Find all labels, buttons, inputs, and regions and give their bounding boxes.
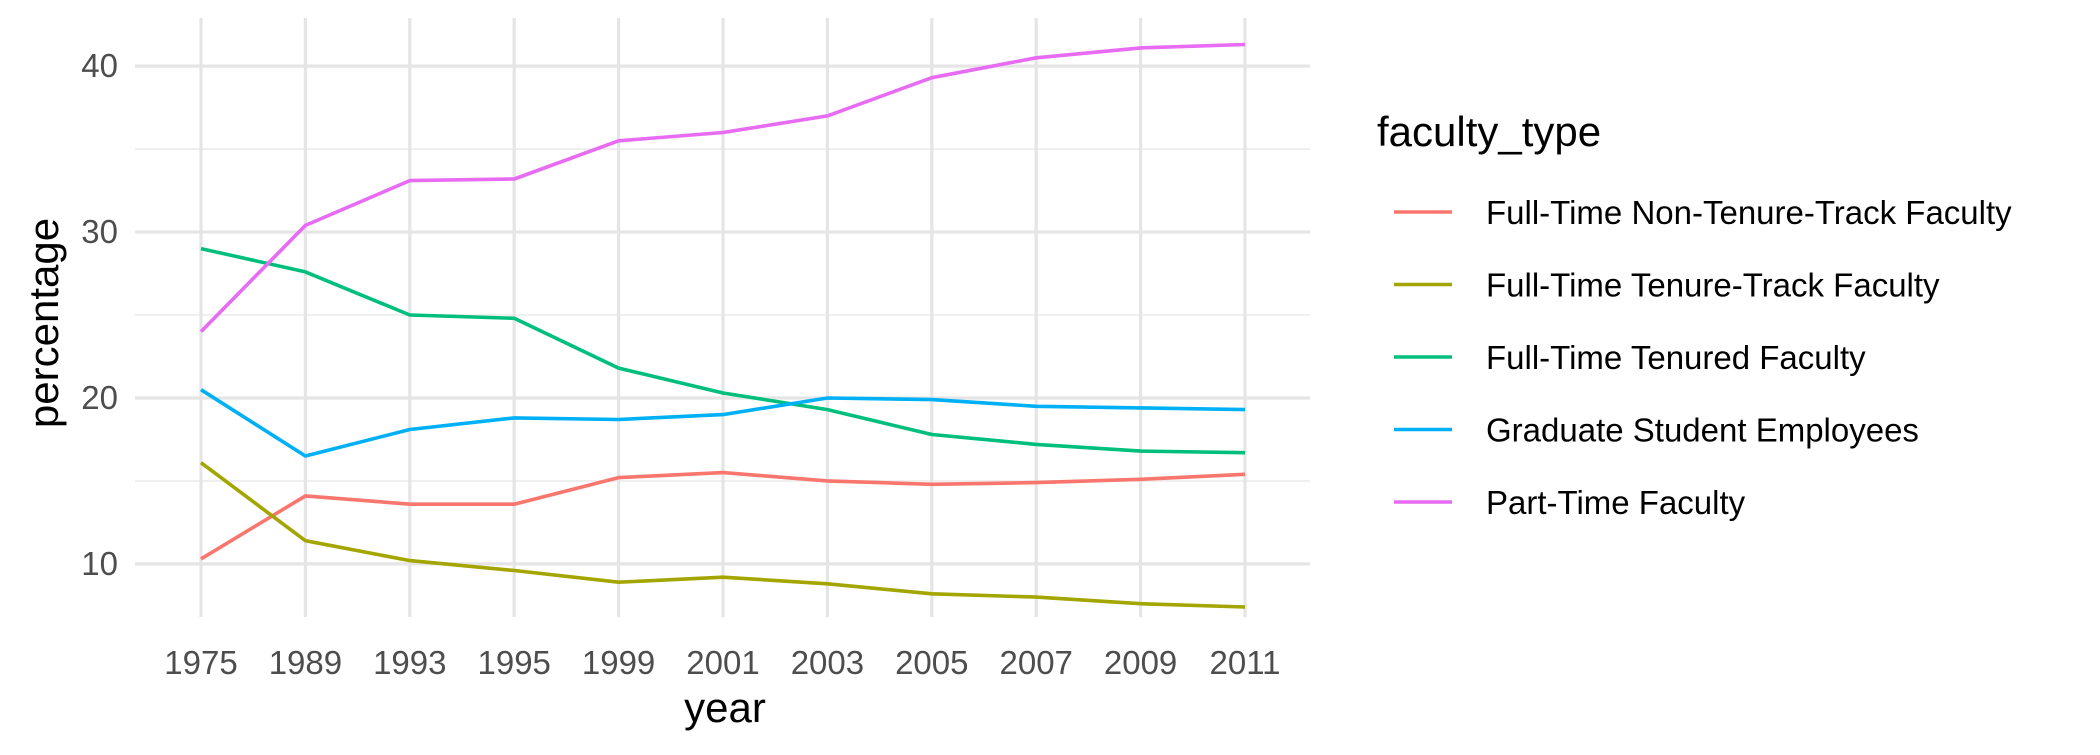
series-line	[200, 470, 1246, 561]
series-line	[200, 388, 1246, 458]
y-tick-label: 20	[81, 379, 118, 416]
series-line	[199, 42, 1246, 333]
x-tick-label: 1989	[269, 644, 342, 681]
y-tick-label: 10	[81, 545, 118, 582]
legend-title: faculty_type	[1377, 108, 1601, 155]
x-tick-label: 1999	[582, 644, 655, 681]
legend-label: Full-Time Tenure-Track Faculty	[1486, 267, 1940, 304]
legend-items: Full-Time Non-Tenure-Track Faculty Full-T…	[1394, 194, 2012, 521]
x-tick-label: 1995	[477, 644, 550, 681]
legend-label: Part-Time Faculty	[1486, 484, 1746, 521]
grid	[135, 18, 1310, 617]
series-line	[200, 246, 1246, 455]
y-axis-title: percentage	[20, 218, 67, 428]
x-axis-ticks: 1975 1989 1993 1995 1999 2001 2003 2005 2007 2009…	[164, 644, 1280, 681]
x-tick-label: 2005	[895, 644, 968, 681]
legend-label: Full-Time Tenured Faculty	[1486, 339, 1866, 376]
series-lines	[199, 42, 1246, 609]
series-line	[199, 461, 1246, 609]
y-axis-ticks: 10 20 30 40	[81, 47, 118, 582]
x-tick-label: 2003	[791, 644, 864, 681]
legend: faculty_type Full-Time Non-Tenure-Track …	[1377, 108, 2012, 521]
x-tick-label: 1993	[373, 644, 446, 681]
x-tick-label: 2009	[1104, 644, 1177, 681]
y-tick-label: 40	[81, 47, 118, 84]
y-tick-label: 30	[81, 213, 118, 250]
legend-label: Graduate Student Employees	[1486, 412, 1919, 449]
x-tick-label: 2001	[686, 644, 759, 681]
x-axis-title: year	[684, 684, 766, 731]
x-tick-label: 2011	[1210, 644, 1281, 681]
x-tick-label: 2007	[999, 644, 1072, 681]
x-tick-label: 1975	[164, 644, 237, 681]
legend-label: Full-Time Non-Tenure-Track Faculty	[1486, 194, 2012, 231]
